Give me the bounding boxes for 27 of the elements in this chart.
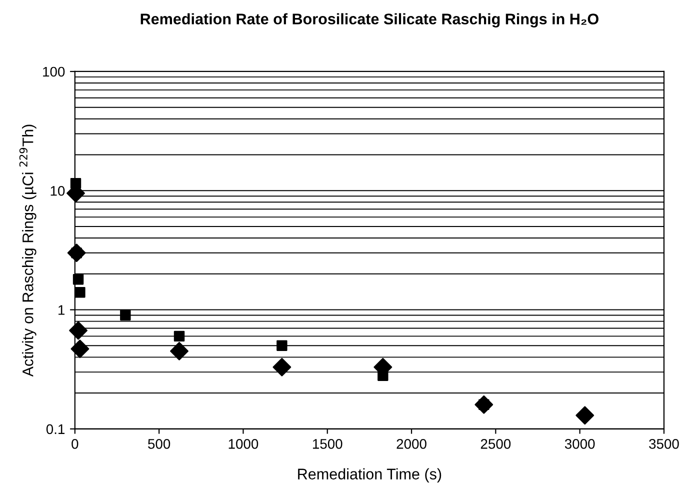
point bbox=[120, 310, 131, 321]
chart-title: Remediation Rate of Borosilicate Silicate Raschig Rings in H₂O bbox=[140, 13, 598, 28]
x-axis-title: Remediation Time (s) bbox=[298, 468, 442, 482]
x-tick-label: 1500 bbox=[312, 439, 342, 449]
y-axis-title: Activity on Raschig Rings (µCi $^{229}$Th) bbox=[19, 124, 36, 377]
x-tick-label: 3000 bbox=[564, 439, 595, 449]
point bbox=[69, 321, 88, 340]
y-tick-label: 1 bbox=[58, 305, 65, 315]
point bbox=[70, 340, 90, 358]
point bbox=[272, 358, 292, 376]
point bbox=[74, 287, 86, 298]
point bbox=[276, 340, 288, 351]
point bbox=[576, 406, 594, 425]
point bbox=[72, 274, 84, 285]
x-tick-label: 2500 bbox=[480, 439, 511, 449]
point bbox=[70, 178, 82, 189]
y-tick-label: 10 bbox=[50, 186, 65, 196]
x-tick-label: 500 bbox=[148, 439, 170, 449]
point bbox=[378, 370, 388, 381]
x-tick-label: 1000 bbox=[228, 439, 258, 449]
x-tick-label: 3500 bbox=[649, 439, 679, 449]
x-tick-label: 0 bbox=[72, 439, 78, 449]
y-tick-label: 0.1 bbox=[46, 424, 65, 434]
point bbox=[170, 342, 188, 360]
point bbox=[174, 330, 185, 342]
x-tick-label: 2000 bbox=[396, 439, 426, 449]
y-tick-label: 100 bbox=[43, 66, 65, 77]
